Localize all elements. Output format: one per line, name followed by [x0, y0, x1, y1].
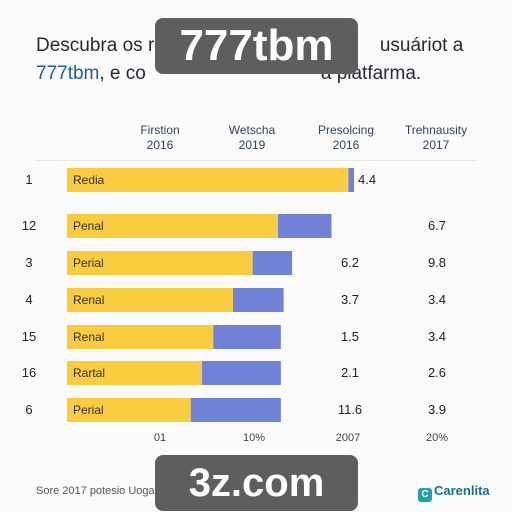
intro-line-2-left: , e co: [99, 63, 146, 84]
value-label-b: 2.6: [427, 365, 447, 380]
column-header-1-year: 2016: [146, 138, 174, 152]
bar-segment-yellow: [67, 325, 214, 349]
value-label-a: 1.5: [340, 329, 360, 344]
bar-segment-blue: [348, 168, 354, 192]
bar-segment-yellow: [67, 214, 279, 238]
value-label-a: 3.7: [340, 292, 360, 307]
column-header-3-title: Presolcing: [317, 123, 375, 137]
bar-label: Redia: [73, 173, 105, 187]
bar-label: Renal: [73, 293, 105, 307]
bar-segment-blue: [278, 214, 332, 238]
row-number: 3: [25, 255, 33, 270]
column-header-2: Wetscha 2019: [207, 123, 297, 153]
logo-text: Carenlita: [434, 483, 490, 498]
column-header-4: Trehnausity 2017: [391, 123, 481, 153]
intro-line-1-left: Descubra os re: [36, 35, 165, 56]
value-label-a: 6.2: [340, 255, 360, 270]
logo-mark-icon: C: [418, 488, 432, 502]
bar-label: Renal: [73, 330, 105, 344]
column-header-3-year: 2016: [332, 138, 360, 152]
bar-segment-yellow: [67, 288, 234, 312]
value-label-b: 3.4: [427, 292, 447, 307]
value-label-a: 11.6: [337, 402, 363, 417]
row-number: 6: [25, 402, 33, 417]
bar-label: Rartal: [73, 366, 106, 380]
row-number: 4: [25, 292, 33, 307]
value-label-b: 6.7: [427, 218, 447, 233]
column-header-2-title: Wetscha: [228, 123, 276, 137]
header-divider: [36, 160, 476, 161]
footer-label-3: 2007: [335, 432, 361, 444]
column-header-3: Presolcing 2016: [301, 123, 391, 153]
bar-segment-yellow: [67, 398, 191, 422]
value-label-a: 2.1: [340, 365, 360, 380]
footer-label-4: 20%: [425, 432, 449, 444]
column-header-1: Firstion 2016: [115, 123, 205, 153]
brand-logo: C Carenlita: [418, 483, 490, 502]
bar-segment-yellow: [67, 361, 203, 385]
row-number: 1: [25, 172, 33, 187]
bar-segment-yellow: [67, 251, 253, 275]
column-header-4-title: Trehnausity: [404, 123, 468, 137]
footer-label-1: 01: [153, 432, 167, 444]
row-number: 16: [21, 365, 37, 380]
bar-segment-yellow: [67, 168, 349, 192]
bar-segment-blue: [233, 288, 284, 312]
bar-label: Perial: [73, 256, 104, 270]
watermark-bottom: 3z.com: [155, 455, 358, 511]
column-header-2-year: 2019: [238, 138, 266, 152]
footnote: Sore 2017 potesio Uogal i: [36, 485, 163, 497]
value-label-a: 4.4: [358, 172, 377, 187]
value-label-b: 9.8: [427, 255, 447, 270]
watermark-top: 777tbm: [155, 18, 358, 74]
intro-line-1-right: usuáriot a: [379, 35, 464, 56]
intro-text: Descubra os re usuáriot a 777tbm, e co a p…: [36, 32, 463, 88]
column-header-4-year: 2017: [422, 138, 450, 152]
row-number: 15: [21, 329, 37, 344]
bar-label: Perial: [73, 403, 104, 417]
bar-segment-blue: [252, 251, 293, 275]
footer-label-2: 10%: [242, 432, 266, 444]
intro-brand: 777tbm: [36, 63, 100, 84]
bar-segment-blue: [202, 361, 281, 385]
intro-line-2: 777tbm, e co a platfarma.: [36, 60, 463, 88]
bar-segment-blue: [190, 398, 281, 422]
bar-segment-blue: [213, 325, 281, 349]
value-label-b: 3.9: [427, 402, 447, 417]
intro-line-1: Descubra os re usuáriot a: [36, 32, 463, 60]
bar-label: Penal: [73, 219, 104, 233]
value-label-b: 3.4: [427, 329, 447, 344]
row-number: 12: [21, 218, 37, 233]
column-header-1-title: Firstion: [140, 123, 180, 137]
